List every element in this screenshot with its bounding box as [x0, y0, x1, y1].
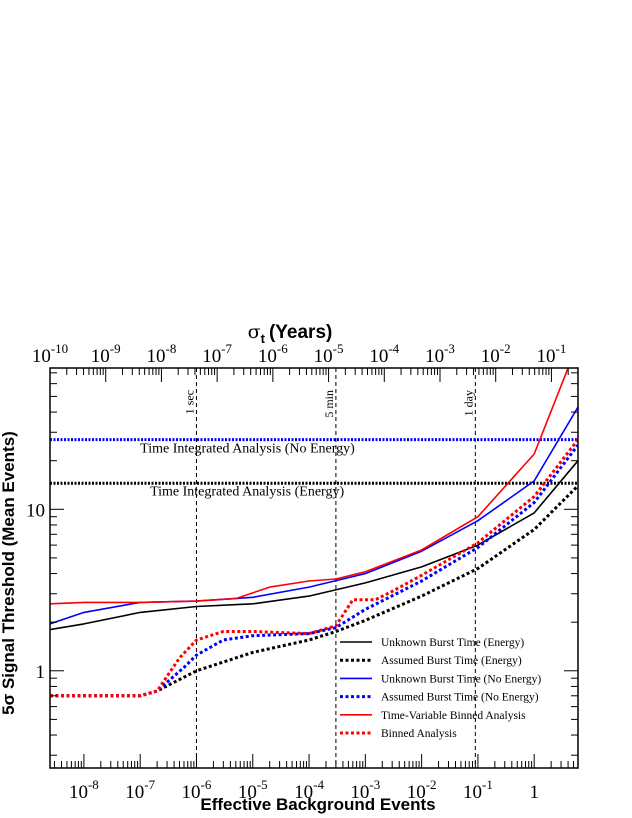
top-tick-label-4: 10-6 — [258, 341, 288, 367]
legend-label-5: Binned Analysis — [381, 728, 457, 740]
top-tick-label-7: 10-3 — [425, 341, 455, 367]
top-tick-label-1: 10-9 — [91, 341, 121, 367]
legend-label-3: Assumed Burst Time (No Energy) — [381, 692, 539, 704]
legend-label-2: Unknown Burst Time (No Energy) — [381, 673, 541, 685]
x-axis-title: Effective Background Events — [200, 795, 435, 814]
legend-label-1: Assumed Burst Time (Energy) — [381, 655, 522, 667]
series-line-3 — [50, 444, 578, 698]
top-tick-label-8: 10-2 — [481, 341, 511, 367]
x-tick-label-2: 10-6 — [182, 777, 212, 803]
legend: Unknown Burst Time (Energy) Assumed Burst… — [340, 637, 541, 740]
series-line-5 — [50, 438, 578, 698]
y-axis-title: 5σ Signal Threshold (Mean Events) — [0, 431, 18, 715]
x-tick-label-3: 10-5 — [238, 777, 268, 803]
series-lines — [50, 368, 578, 698]
annotations: 1 sec 5 min 1 day Time Integrated Analysis … — [140, 390, 475, 499]
legend-label-0: Unknown Burst Time (Energy) — [381, 637, 524, 649]
axis-ticks — [49, 368, 579, 768]
top-axis-symbol: σ — [248, 321, 261, 343]
y-tick-label-1: 10 — [26, 500, 45, 521]
x-tick-label-6: 10-2 — [407, 777, 437, 803]
x-tick-label-1: 10-7 — [125, 777, 155, 803]
x-tick-label-7: 10-1 — [463, 777, 493, 803]
marker-label-0: 1 sec — [182, 390, 196, 414]
x-tick-label-0: 10-8 — [69, 777, 99, 803]
plot-frame — [49, 367, 579, 769]
top-axis-title: σt (Years) — [248, 321, 333, 346]
legend-label-4: Time-Variable Binned Analysis — [381, 710, 526, 722]
top-tick-label-3: 10-7 — [202, 341, 232, 367]
y-tick-label-0: 1 — [36, 662, 46, 683]
vertical-markers — [195, 368, 476, 768]
series-line-2 — [50, 406, 578, 625]
top-tick-label-2: 10-8 — [147, 341, 177, 367]
ref-label-1: Time Integrated Analysis (Energy) — [150, 484, 344, 499]
top-tick-label-0: 10-10 — [32, 341, 68, 367]
top-tick-label-6: 10-4 — [369, 341, 399, 367]
marker-label-1: 5 min — [322, 390, 336, 418]
top-tick-label-5: 10-5 — [314, 341, 344, 367]
ref-label-0: Time Integrated Analysis (No Energy) — [140, 441, 355, 456]
top-axis-subscript: t — [261, 331, 266, 346]
tick-labels: 10-8 10-7 10-6 10-5 10-4 10-3 10-2 10-1 1 10-10 10… — [26, 341, 566, 803]
marker-label-2: 1 day — [461, 390, 475, 416]
top-tick-label-9: 10-1 — [536, 341, 566, 367]
top-axis-unit: (Years) — [269, 322, 332, 343]
x-tick-label-4: 10-4 — [294, 777, 324, 803]
horizontal-reference-lines — [50, 438, 578, 485]
x-tick-label-5: 10-3 — [350, 777, 380, 803]
series-line-4 — [50, 368, 569, 605]
x-tick-label-8: 1 — [529, 782, 539, 803]
